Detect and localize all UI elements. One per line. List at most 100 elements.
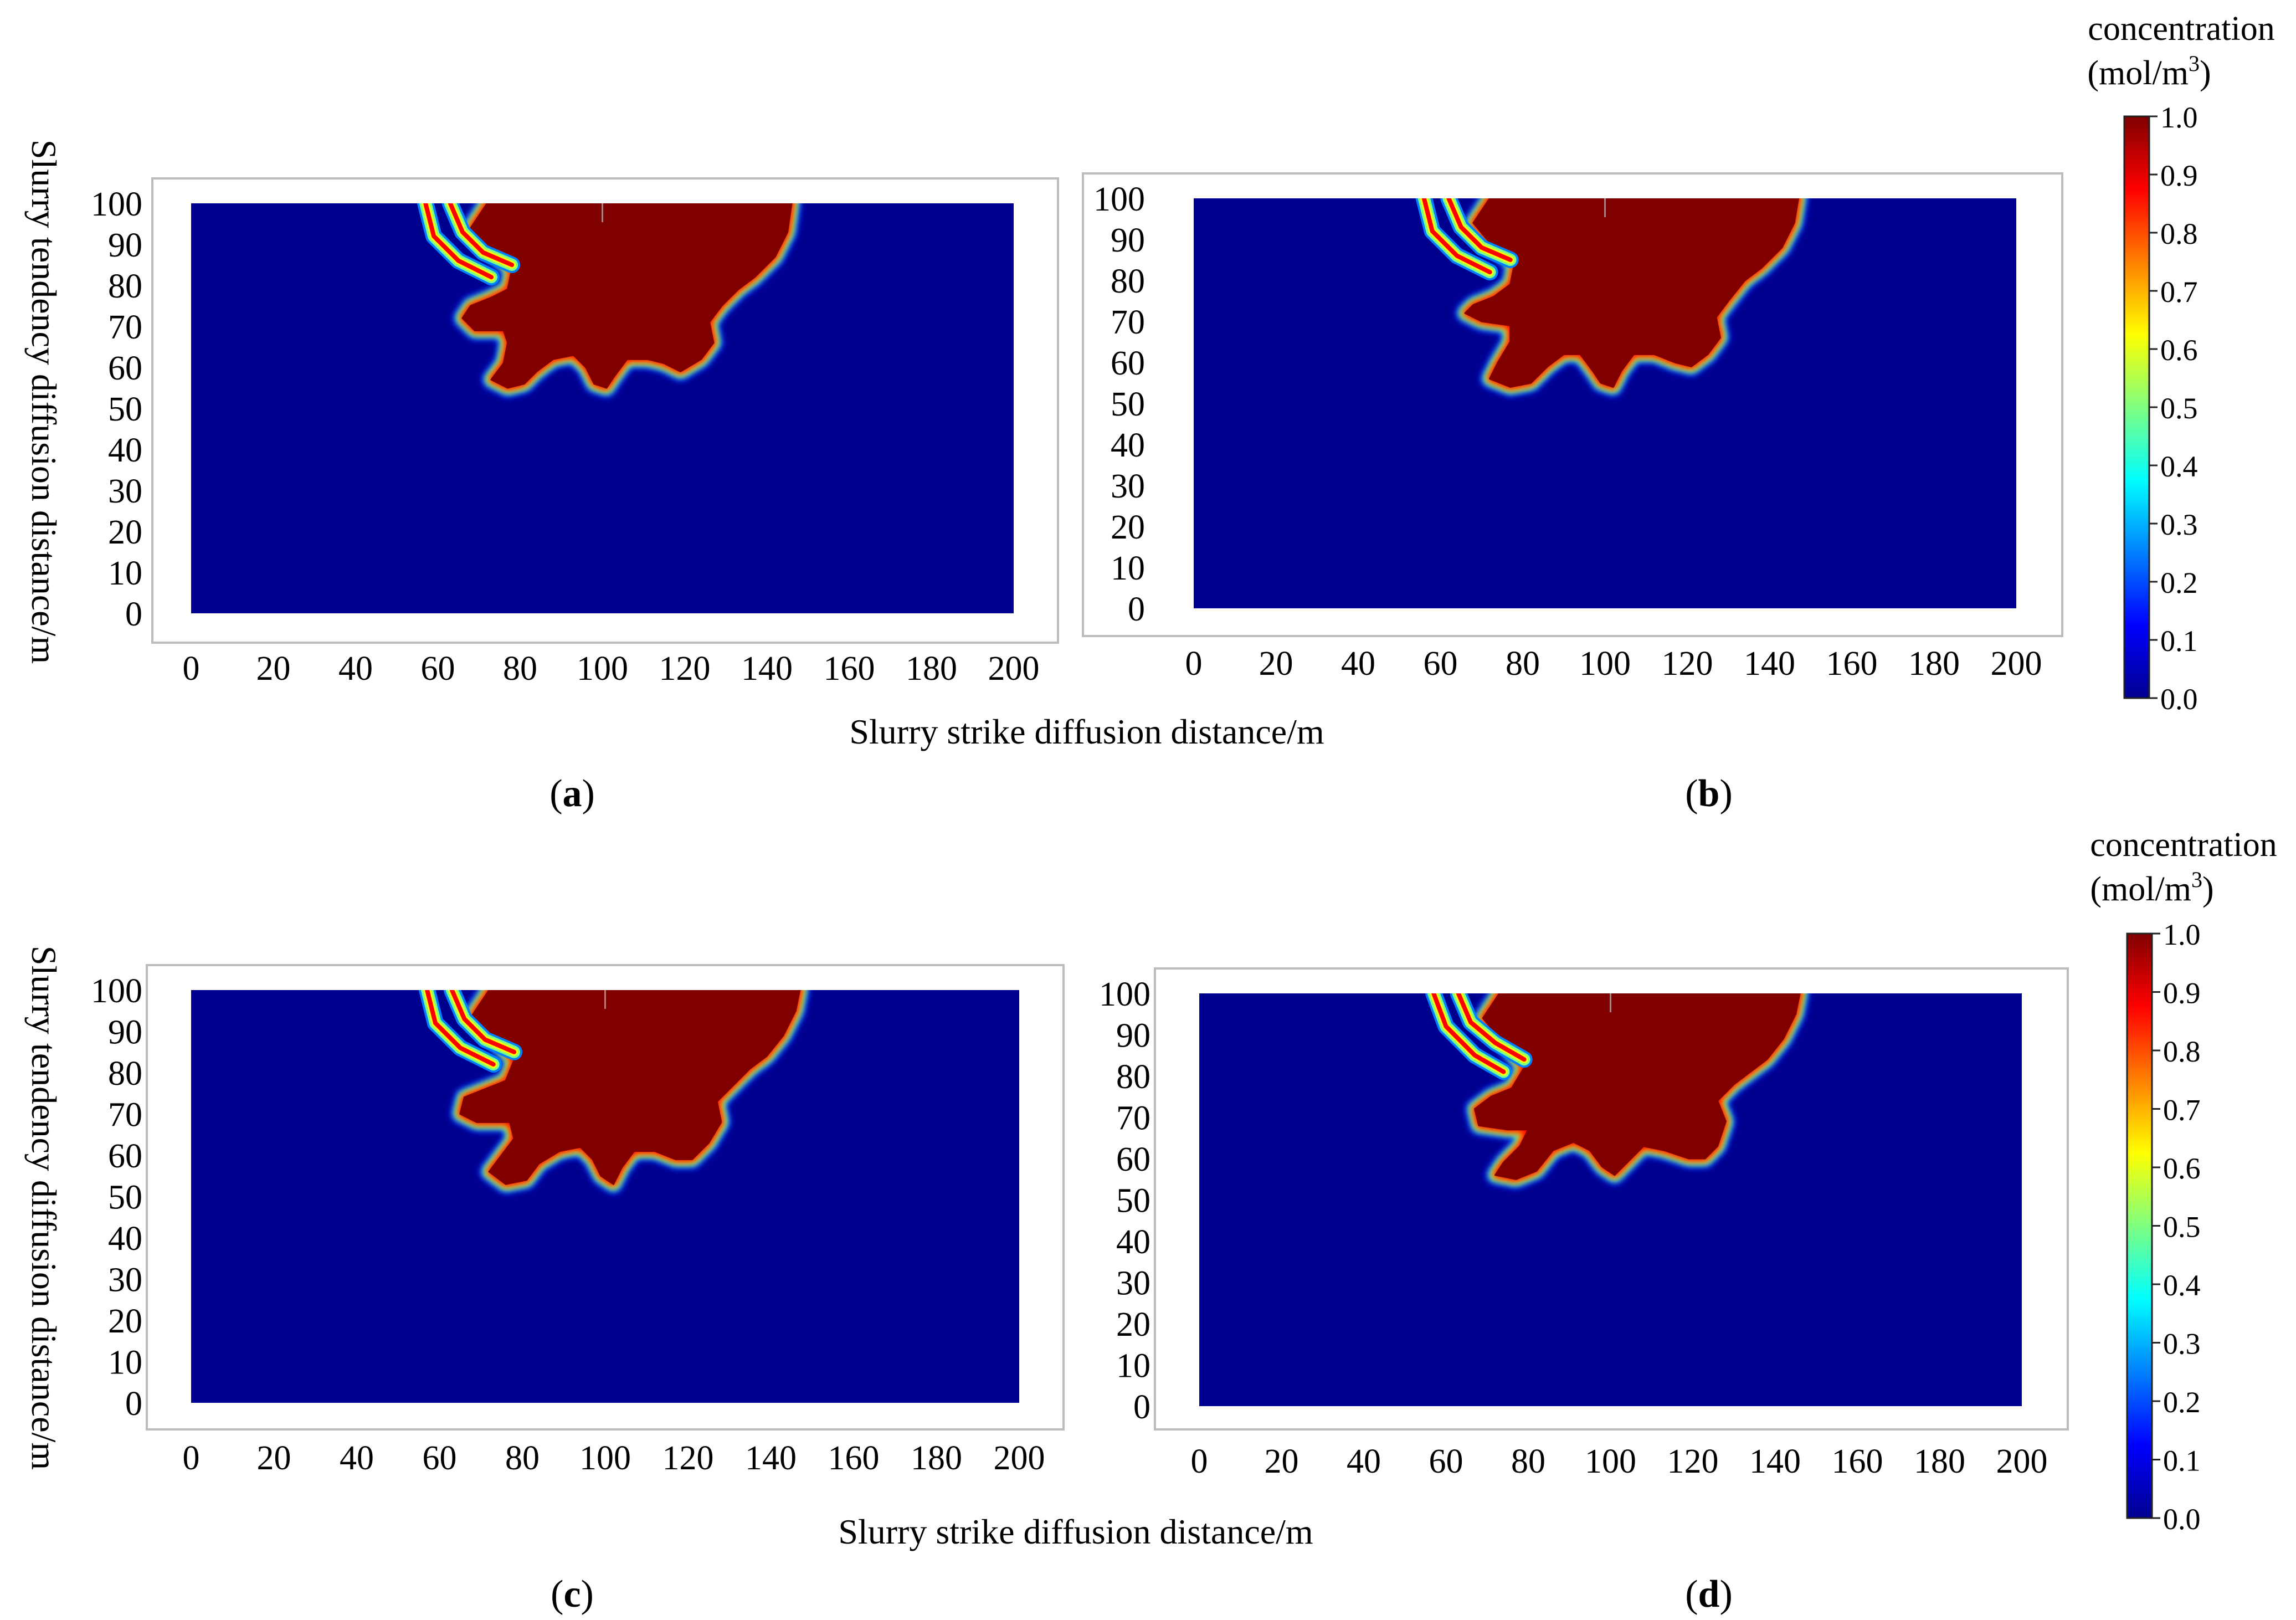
x-tick-label: 100 [1579,645,1631,683]
x-tick-label: 60 [1424,645,1458,683]
y-tick-label: 0 [1128,591,1145,628]
panel-label-a: (a) [549,772,595,815]
x-tick-label: 200 [988,650,1040,688]
colorbar-tick-label: 0.5 [2160,392,2198,425]
x-tick-label: 200 [994,1439,1045,1477]
x-tick-label: 20 [257,1439,291,1477]
y-tick-label: 40 [108,432,142,469]
plume-finger [1431,993,1506,1074]
x-tick-label: 180 [911,1439,962,1477]
colorbar-tick-label: 0.6 [2163,1152,2201,1185]
colorbar-tick-label: 0.2 [2163,1386,2201,1419]
y-tick-label: 20 [1111,509,1145,546]
x-tick-label: 140 [745,1439,797,1477]
panel-c: 0 20 40 60 80 100 120 140 160 180 2000102030405060… [91,964,1065,1477]
colorbar-tick-label: 0.6 [2160,334,2198,367]
x-tick-label: 120 [659,650,711,688]
y-tick-label: 80 [108,268,142,305]
y-tick-label: 90 [108,1014,142,1052]
y-tick-label: 100 [91,972,142,1010]
x-tick-label: 140 [741,650,793,688]
x-tick-label: 0 [1191,1443,1208,1480]
plume-core [459,990,801,1185]
colorbar-tick-label: 0.0 [2160,683,2198,716]
y-tick-label: 60 [1111,345,1145,382]
x-tick-label: 40 [1347,1443,1381,1480]
colorbar-tick-label: 0.9 [2163,977,2201,1010]
panel-d: 0 20 40 60 80 100 120 140 160 180 2000102030405060… [1099,967,2069,1480]
colorbar-tick-label: 0.1 [2160,624,2198,658]
y-tick-label: 80 [1111,263,1145,300]
x-tick-label: 200 [1991,645,2042,683]
x-tick-label: 60 [1429,1443,1463,1480]
colorbar-tick-label: 0.0 [2163,1503,2201,1536]
colorbar-tick-label: 0.1 [2163,1444,2201,1478]
x-tick-label: 160 [824,650,875,688]
colorbar-gradient-2 [2126,932,2153,1519]
plume-finger [1446,198,1513,262]
x-tick-label: 20 [1265,1443,1299,1480]
y-tick-label: 30 [108,473,142,510]
panel-label-d: (d) [1685,1573,1733,1616]
y-axis-label-row2: Slurry tendency diffusion distance/m [24,946,64,1470]
x-tick-label: 120 [1662,645,1713,683]
y-tick-label: 10 [108,555,142,592]
y-tick-label: 100 [91,186,142,223]
y-tick-label: 50 [108,1179,142,1217]
plume-finger [423,203,494,280]
y-tick-label: 100 [1099,976,1150,1013]
plume-core [461,203,793,389]
y-tick-label: 0 [125,596,142,633]
x-tick-label: 180 [1914,1443,1965,1480]
y-tick-label: 90 [1116,1017,1150,1055]
y-tick-label: 50 [1116,1182,1150,1220]
y-tick-label: 10 [1111,550,1145,587]
x-tick-label: 180 [1908,645,1960,683]
x-tick-label: 80 [1506,645,1540,683]
x-tick-label: 160 [1832,1443,1883,1480]
y-tick-label: 0 [1133,1388,1150,1426]
y-tick-label: 20 [108,1303,142,1340]
colorbar-tick-label: 0.4 [2163,1269,2201,1302]
colorbar-tick-label: 0.3 [2163,1327,2201,1361]
panel-a: 0 20 40 60 80 100 120 140 160 180 200 0 10 20 30 40 50 60… [91,177,1059,688]
plume-core [1474,993,1801,1180]
x-tick-label: 40 [1341,645,1375,683]
colorbar-tick-label: 0.2 [2160,566,2198,599]
colorbar-1: concentration (mol/m3) 0.0 0.1 0.2 0.3 0.4 0.… [2087,10,2274,716]
y-tick-label: 40 [1111,427,1145,464]
y-tick-label: 90 [1111,222,1145,259]
x-tick-label: 100 [577,650,628,688]
x-tick-label: 20 [256,650,291,688]
colorbar-gradient-1 [2123,115,2150,699]
x-tick-label: 180 [906,650,957,688]
y-tick-label: 40 [108,1220,142,1258]
y-tick-label: 100 [1093,181,1145,218]
x-tick-label: 20 [1259,645,1293,683]
x-tick-label: 40 [338,650,373,688]
plume-finger [448,203,515,267]
x-tick-label: 100 [1585,1443,1636,1480]
y-tick-label: 30 [1111,468,1145,505]
plume-finger [1456,993,1527,1062]
x-tick-label: 120 [1667,1443,1719,1480]
y-tick-label: 70 [1111,304,1145,341]
y-tick-label: 80 [1116,1058,1150,1096]
y-tick-label: 60 [108,1137,142,1175]
colorbar-tick-label: 0.3 [2160,508,2198,541]
y-axis-label-row1: Slurry tendency diffusion distance/m [24,140,64,664]
y-tick-label: 70 [1116,1100,1150,1137]
x-tick-label: 60 [423,1439,457,1477]
plume-finger [449,990,517,1054]
y-tick-label: 50 [1111,386,1145,423]
y-tick-label: 30 [1116,1265,1150,1303]
y-tick-label: 20 [1116,1306,1150,1344]
colorbar-tick-label: 1.0 [2160,101,2198,134]
x-tick-label: 120 [662,1439,714,1477]
y-tick-label: 40 [1116,1223,1150,1261]
plume-finger [1421,198,1492,275]
y-tick-label: 0 [125,1385,142,1423]
colorbar-title-2: concentration [2090,826,2277,864]
y-tick-label: 10 [108,1344,142,1382]
